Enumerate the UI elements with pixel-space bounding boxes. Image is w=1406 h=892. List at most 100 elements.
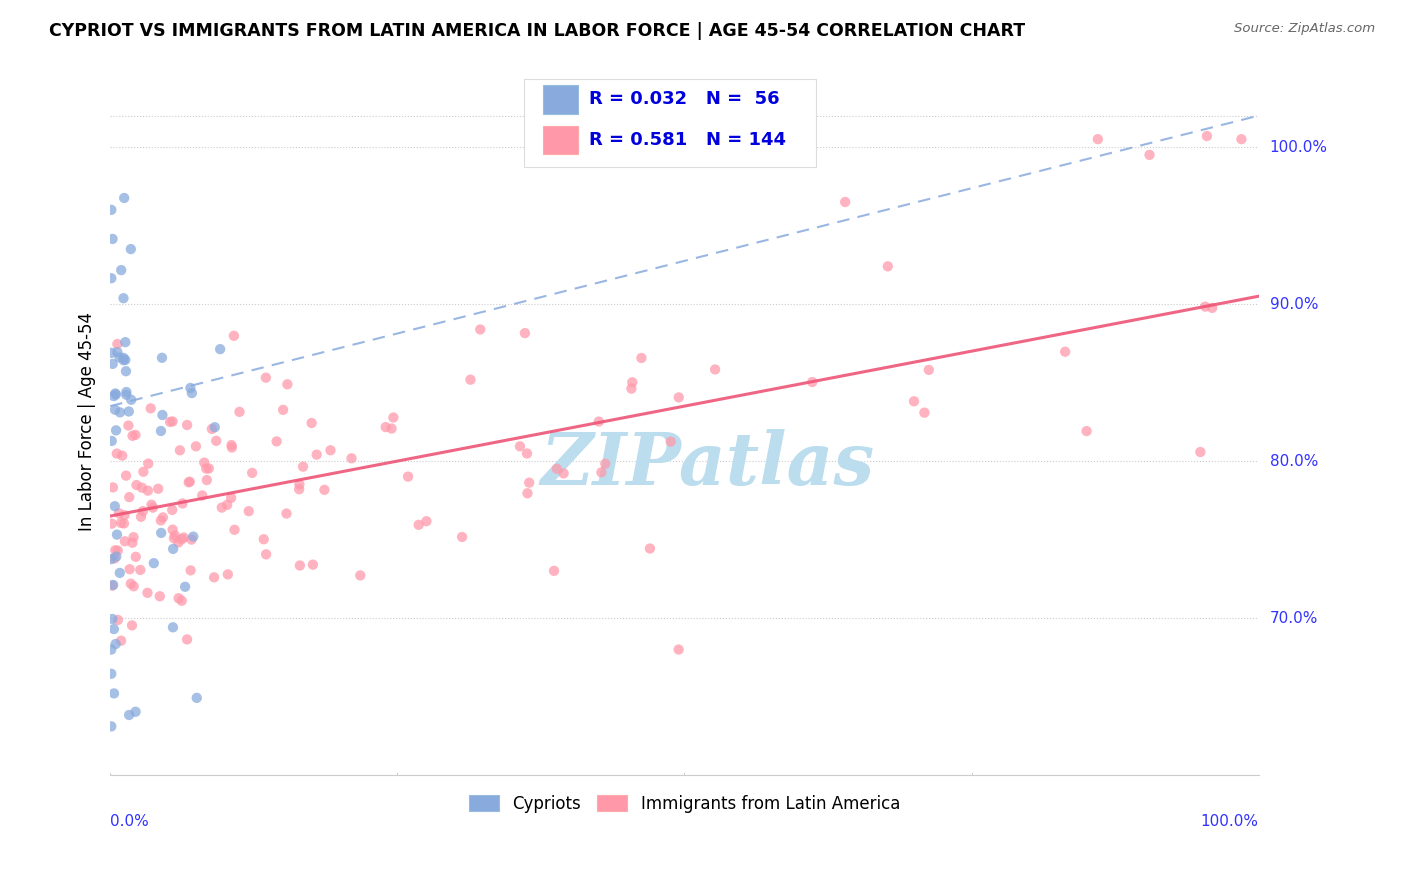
Point [103, 389, 125, 403]
Point [150, 525, 173, 540]
Point [172, 496, 194, 510]
Point [150, 351, 173, 365]
Point [118, 404, 141, 418]
Point [101, 480, 124, 494]
Point [121, 618, 143, 632]
Point [120, 576, 142, 591]
Point [118, 562, 141, 576]
Point [108, 351, 131, 365]
Point [142, 500, 165, 515]
Point [101, 357, 124, 371]
Point [118, 708, 141, 723]
Point [177, 475, 200, 490]
Point [149, 589, 172, 603]
Point [118, 490, 141, 504]
Point [169, 443, 191, 458]
Point [124, 705, 146, 719]
Point [115, 468, 138, 483]
Point [162, 414, 184, 428]
FancyBboxPatch shape [543, 86, 578, 113]
Point [103, 622, 125, 636]
Point [219, 491, 242, 505]
Point [470, 322, 492, 336]
Point [104, 543, 127, 558]
Point [101, 579, 124, 593]
Point [101, 612, 124, 626]
Point [1087, 132, 1109, 146]
Point [276, 507, 298, 521]
Point [254, 547, 277, 561]
Point [107, 543, 129, 558]
Point [100, 271, 122, 285]
Point [152, 510, 174, 524]
Point [115, 388, 138, 402]
Point [120, 392, 142, 407]
Point [132, 504, 155, 518]
Point [276, 377, 298, 392]
Point [114, 352, 136, 367]
Point [179, 381, 201, 395]
Point [129, 509, 152, 524]
Point [1076, 424, 1098, 438]
Point [110, 516, 132, 530]
Point [176, 632, 198, 647]
Point [131, 481, 153, 495]
Point [136, 457, 159, 471]
Point [668, 642, 690, 657]
Point [167, 591, 190, 606]
Point [112, 351, 135, 365]
Point [193, 456, 215, 470]
Y-axis label: In Labor Force | Age 45-54: In Labor Force | Age 45-54 [79, 312, 96, 532]
Point [159, 415, 181, 429]
Point [396, 469, 419, 483]
Point [103, 578, 125, 592]
Point [292, 459, 315, 474]
Point [253, 533, 276, 547]
Point [100, 202, 122, 217]
Point [408, 517, 430, 532]
Point [163, 531, 186, 545]
Point [136, 483, 159, 498]
Point [115, 384, 138, 399]
Point [122, 530, 145, 544]
Point [238, 504, 260, 518]
Point [202, 570, 225, 584]
Point [451, 530, 474, 544]
Point [107, 345, 129, 359]
Point [114, 534, 136, 549]
Point [205, 434, 228, 448]
Point [288, 483, 311, 497]
Point [100, 552, 122, 566]
Point [117, 418, 139, 433]
Point [228, 405, 250, 419]
Point [162, 541, 184, 556]
Point [513, 326, 536, 340]
Point [1054, 344, 1077, 359]
Point [340, 451, 363, 466]
Point [903, 394, 925, 409]
Point [121, 535, 143, 549]
Point [668, 391, 690, 405]
Point [100, 666, 122, 681]
Point [122, 579, 145, 593]
Point [100, 434, 122, 448]
Text: ZIPatlas: ZIPatlas [540, 429, 875, 500]
Point [163, 528, 186, 542]
Point [217, 567, 239, 582]
Point [104, 500, 127, 514]
Text: 90.0%: 90.0% [1270, 296, 1319, 311]
Point [104, 402, 127, 417]
Point [125, 549, 148, 564]
Point [100, 719, 122, 733]
Point [105, 549, 128, 564]
Point [184, 439, 207, 453]
Point [659, 434, 682, 449]
Point [146, 482, 169, 496]
Point [115, 364, 138, 378]
FancyBboxPatch shape [543, 126, 578, 154]
Point [149, 513, 172, 527]
Point [638, 541, 661, 556]
Point [141, 498, 163, 512]
Point [124, 428, 146, 442]
Point [211, 500, 233, 515]
